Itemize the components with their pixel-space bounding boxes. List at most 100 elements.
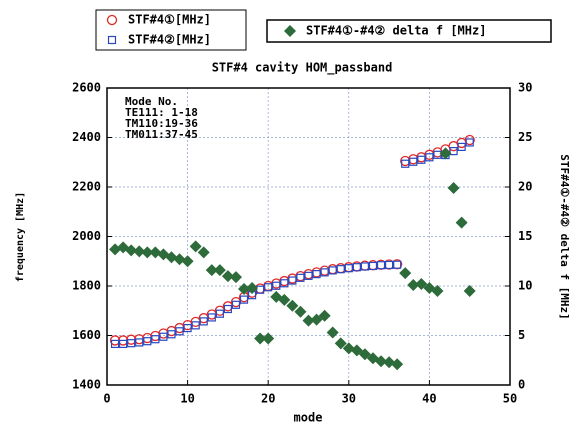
point (334, 337, 347, 350)
point (239, 295, 249, 304)
point (254, 332, 267, 345)
point (417, 155, 426, 164)
point (385, 260, 394, 270)
point (109, 243, 122, 256)
x-axis-label: mode (294, 411, 323, 425)
legend-label: STF#4①-#4② delta f [MHz] (306, 24, 486, 38)
y-tick-label: 2400 (72, 130, 101, 144)
point (352, 263, 361, 272)
point (399, 267, 412, 280)
point (407, 279, 420, 292)
point (223, 304, 232, 314)
point (288, 276, 297, 285)
y2-tick-label: 5 (518, 328, 525, 342)
point (304, 271, 313, 280)
legend-box (95, 9, 247, 51)
point (328, 266, 337, 275)
point (197, 246, 210, 259)
point (238, 282, 251, 295)
point (425, 153, 434, 162)
point (296, 273, 305, 282)
point (455, 216, 468, 229)
y2-tick-label: 15 (518, 229, 532, 243)
point (135, 338, 144, 347)
point (272, 281, 281, 290)
point (280, 279, 289, 288)
point (207, 313, 216, 322)
point (175, 327, 184, 336)
point (181, 255, 194, 268)
point (199, 317, 208, 326)
point (342, 342, 355, 355)
point (286, 299, 299, 312)
y-tick-label: 1400 (72, 378, 101, 392)
legend-marker (107, 35, 117, 45)
point (159, 332, 168, 341)
y-tick-label: 2200 (72, 180, 101, 194)
legend-label: STF#4①[MHz] (128, 13, 211, 27)
y2-axis-label: STF#4①-#4② delta f [MHz] (558, 154, 571, 319)
point (431, 284, 444, 297)
legend-marker (284, 25, 296, 37)
point (449, 147, 458, 156)
point (221, 270, 234, 283)
point (358, 348, 371, 361)
y2-tick-label: 10 (518, 279, 532, 293)
y2-tick-label: 0 (518, 378, 525, 392)
y2-tick-label: 20 (518, 180, 532, 194)
point (376, 261, 386, 270)
point (294, 305, 307, 318)
point (393, 260, 402, 269)
annotation: Mode No. (125, 95, 178, 108)
chart-title: STF#4 cavity HOM_passband (212, 61, 393, 76)
point (119, 339, 128, 349)
point (375, 355, 388, 368)
point (465, 138, 474, 147)
point (302, 314, 315, 327)
point (457, 142, 466, 152)
point (464, 134, 475, 146)
point (183, 323, 192, 333)
point (110, 339, 120, 349)
point (264, 283, 273, 292)
y-tick-label: 2000 (72, 229, 101, 243)
annotation: TM110:19-36 (125, 117, 198, 130)
point (463, 284, 476, 297)
point (350, 344, 363, 357)
point (383, 356, 396, 369)
x-tick-label: 20 (261, 392, 275, 406)
point (246, 281, 259, 294)
point (127, 339, 136, 348)
point (205, 264, 218, 277)
y-tick-label: 2600 (72, 81, 101, 95)
x-tick-label: 30 (342, 392, 356, 406)
point (368, 261, 378, 271)
point (149, 246, 162, 259)
point (151, 335, 160, 344)
x-tick-label: 0 (103, 392, 110, 406)
y2-tick-label: 25 (518, 130, 532, 144)
point (310, 313, 323, 326)
annotation: TE111: 1-18 (125, 106, 198, 119)
point (318, 309, 331, 322)
point (401, 159, 410, 168)
point (433, 150, 442, 159)
point (141, 246, 154, 259)
x-tick-label: 40 (422, 392, 436, 406)
y2-tick-label: 30 (518, 81, 532, 95)
annotation: TM011:37-45 (125, 128, 198, 141)
point (409, 157, 418, 166)
x-tick-label: 10 (180, 392, 194, 406)
y-tick-label: 1600 (72, 328, 101, 342)
x-tick-label: 50 (503, 392, 517, 406)
y-axis-label: frequency [MHz] (15, 192, 26, 282)
point (143, 337, 152, 346)
point (215, 309, 224, 318)
point (391, 358, 404, 371)
point (213, 264, 226, 277)
legend-marker (106, 14, 118, 26)
point (344, 264, 353, 273)
legend-box (266, 19, 552, 43)
point (415, 278, 428, 291)
point (320, 268, 329, 277)
